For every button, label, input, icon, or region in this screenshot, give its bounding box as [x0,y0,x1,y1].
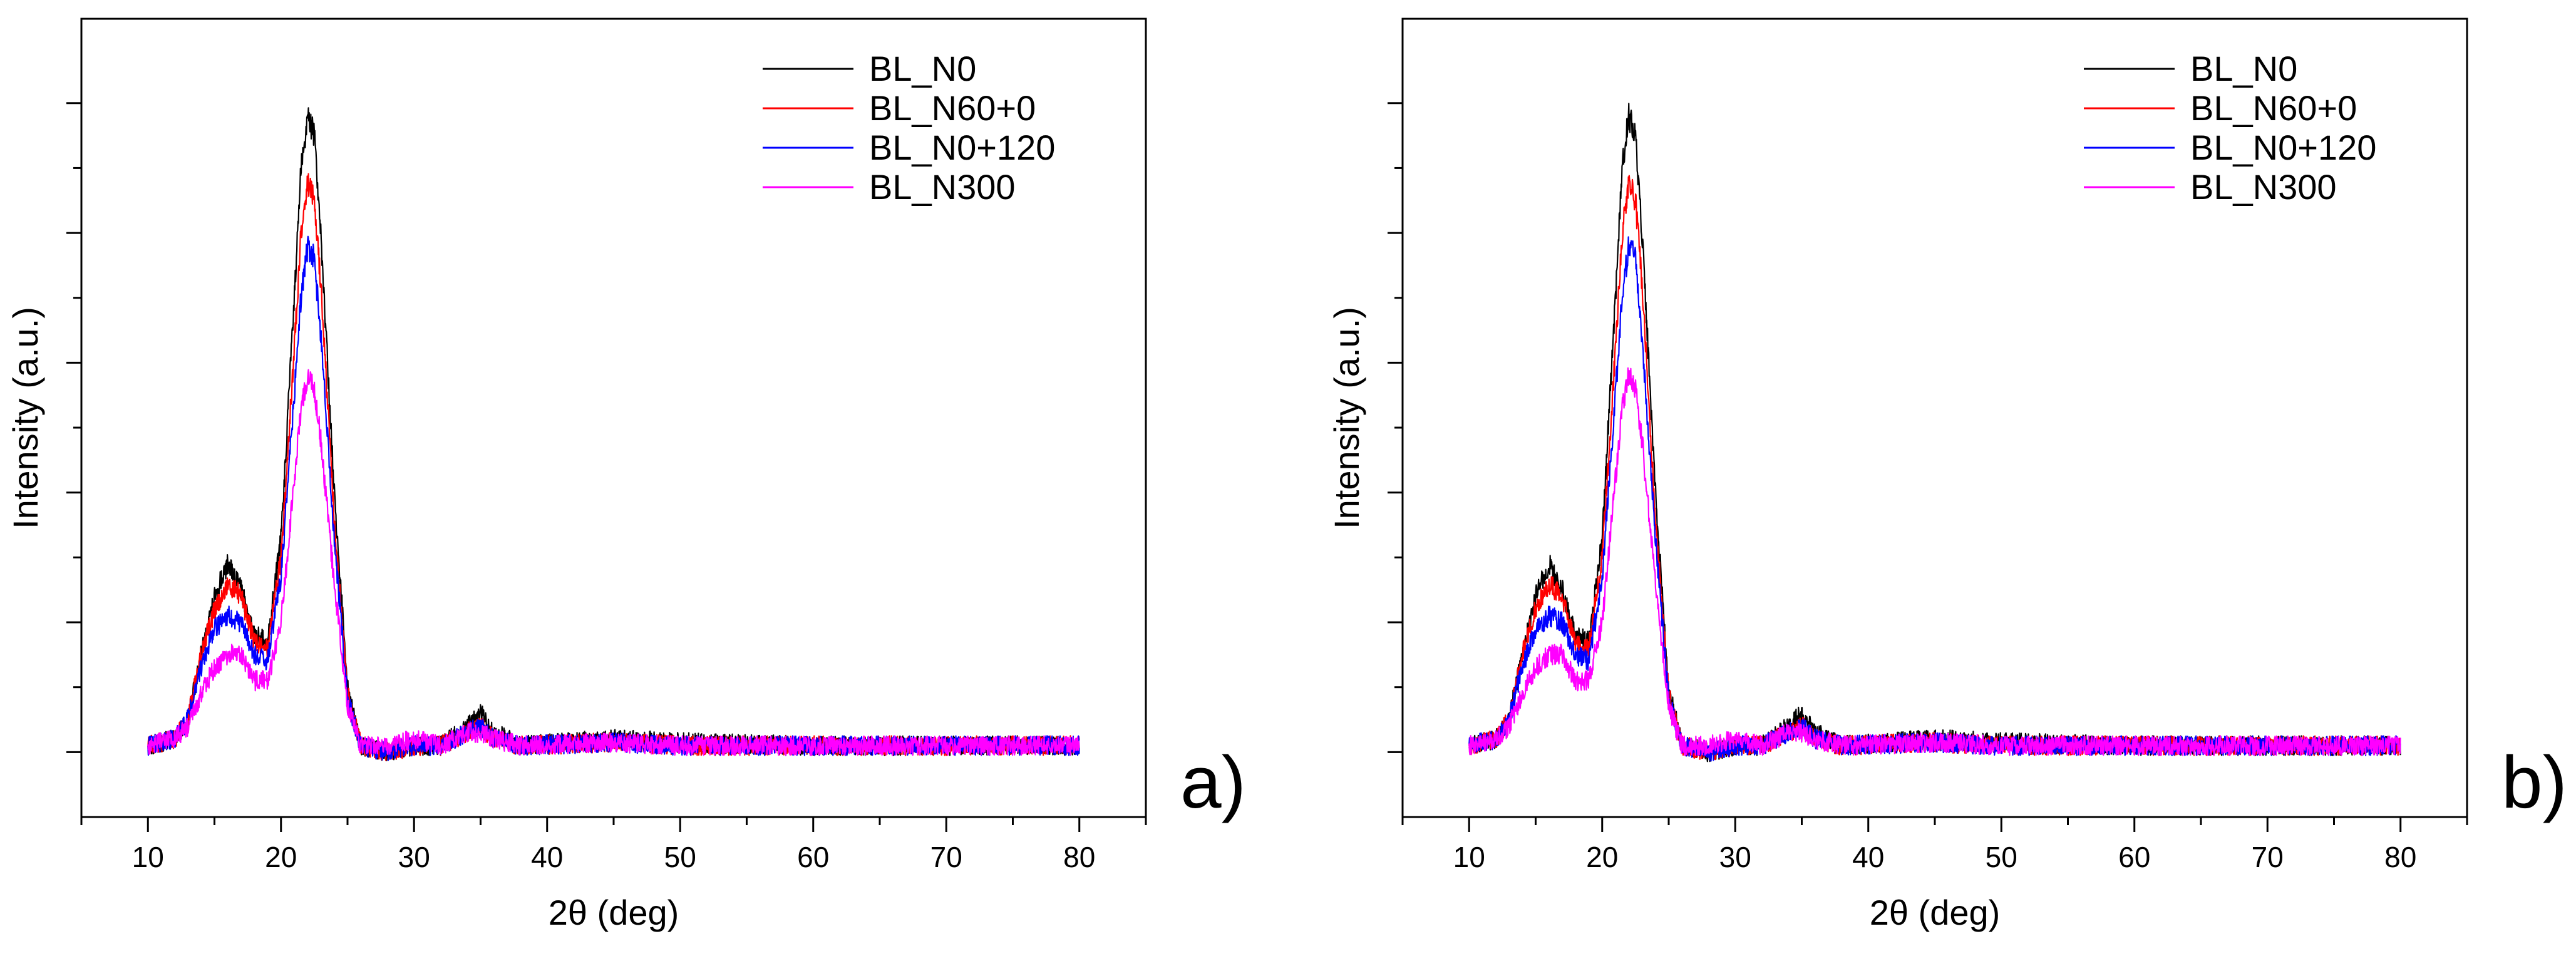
x-axis-title: 2θ (deg) [1870,893,2001,932]
x-tick-label: 80 [2384,841,2416,873]
x-axis-title: 2θ (deg) [549,893,679,932]
x-tick-label: 50 [664,841,696,873]
x-tick-label: 60 [797,841,829,873]
series-line-bl-n0-120 [147,235,1080,761]
legend-label: BL_N300 [869,167,1016,207]
x-tick-label: 20 [1586,841,1618,873]
legend-label: BL_N0+120 [869,128,1055,167]
x-tick-label: 10 [132,841,164,873]
panel-label: a) [1180,741,1246,824]
x-tick-label: 80 [1063,841,1095,873]
legend-label: BL_N60+0 [2190,88,2357,128]
y-axis-title: Intensity (a.u.) [6,307,45,529]
x-tick-label: 70 [2252,841,2284,873]
x-tick-label: 50 [1986,841,2017,873]
x-tick-label: 70 [930,841,962,873]
x-tick-label: 40 [531,841,563,873]
series-line-bl-n300 [147,369,1080,756]
series-line-bl-n300 [1468,367,2401,756]
legend-label: BL_N0 [2190,49,2297,88]
series-line-bl-n60-0 [1468,175,2401,761]
series-line-bl-n0-120 [1468,236,2401,762]
panel-a: 10 20 30 40 50 60 70 80 BL_N0BL_N60+0BL_N0+120BL… [6,18,1246,932]
x-tick-label: 40 [1852,841,1884,873]
y-axis-title: Intensity (a.u.) [1327,307,1366,529]
x-tick-label: 60 [2118,841,2150,873]
legend-label: BL_N0+120 [2190,128,2376,167]
panel-label: b) [2501,741,2567,824]
legend-label: BL_N300 [2190,167,2337,207]
x-tick-label: 30 [398,841,430,873]
legend-label: BL_N60+0 [869,88,1036,128]
panel-b: 10 20 30 40 50 60 70 80 BL_N0BL_N60+0BL_N0+120BL… [1327,18,2567,932]
series-line-bl-n60-0 [147,173,1080,761]
x-tick-label: 20 [265,841,297,873]
x-tick-label: 10 [1453,841,1485,873]
x-tick-label: 30 [1719,841,1751,873]
legend-label: BL_N0 [869,49,976,88]
